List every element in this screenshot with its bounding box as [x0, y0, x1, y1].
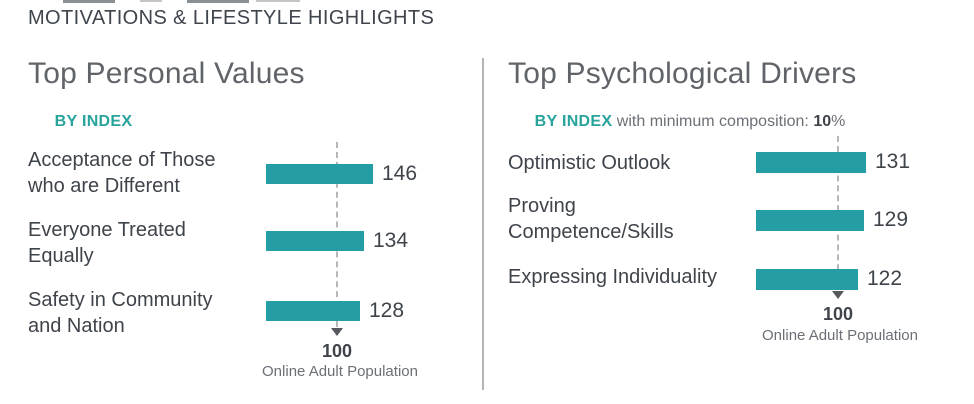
baseline-caption: Online Adult Population	[262, 363, 418, 380]
subtitle-min-composition-value: 10	[813, 113, 832, 130]
panel-title: Top Psychological Drivers	[508, 57, 857, 90]
bar-row: 122	[756, 267, 902, 291]
bar-value: 146	[382, 162, 418, 185]
index-bar	[756, 151, 866, 173]
bar-value: 134	[373, 229, 409, 252]
cropped-text-artifact	[63, 0, 115, 3]
panel-divider	[482, 58, 484, 390]
category-label: Acceptance of Those who are Different	[28, 149, 216, 197]
subtitle-text: with minimum composition:	[612, 113, 814, 130]
bar-row: 129	[756, 208, 908, 232]
page-title: MOTIVATIONS & LIFESTYLE HIGHLIGHTS	[28, 7, 435, 29]
by-index-label: BY INDEX	[534, 113, 613, 130]
index-bar	[756, 268, 858, 290]
panel-subtitle: BY INDEX with minimum composition: 10%	[508, 95, 846, 149]
bar-value: 128	[369, 299, 405, 322]
bar-value: 131	[875, 150, 911, 173]
bar-value: 129	[873, 208, 909, 231]
bar-row: 128	[266, 299, 404, 323]
baseline-value: 100	[822, 304, 854, 324]
bar-row: 146	[266, 162, 417, 186]
bar-row: 134	[266, 229, 408, 253]
category-label: Safety in Community and Nation	[28, 289, 213, 337]
baseline-caption: Online Adult Population	[762, 327, 918, 344]
index-bar	[756, 209, 864, 231]
panel-subtitle: BY INDEX	[28, 95, 132, 149]
subtitle-percent-sign: %	[831, 113, 846, 130]
index-bar	[266, 231, 364, 251]
bar-value: 122	[867, 267, 903, 290]
baseline-value: 100	[321, 341, 353, 361]
cropped-text-artifact	[140, 0, 162, 2]
index-bar	[266, 164, 373, 184]
bar-row: 131	[756, 150, 910, 174]
category-label: Everyone Treated Equally	[28, 219, 186, 267]
panel-title: Top Personal Values	[28, 57, 305, 90]
index-bar	[266, 301, 360, 321]
baseline-arrow-icon	[331, 328, 343, 336]
category-label: Expressing Individuality	[508, 266, 717, 288]
baseline-arrow-icon	[832, 291, 844, 299]
category-label: Proving Competence/Skills	[508, 195, 674, 243]
cropped-text-artifact	[187, 0, 249, 3]
cropped-text-artifact	[256, 0, 300, 2]
category-label: Optimistic Outlook	[508, 152, 671, 174]
by-index-label: BY INDEX	[54, 113, 133, 130]
